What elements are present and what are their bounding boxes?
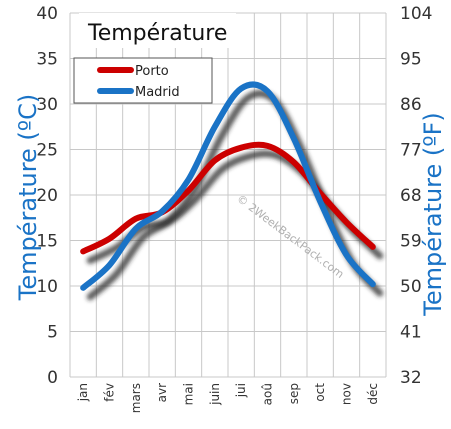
legend-label: Madrid <box>135 85 180 100</box>
x-tick-label: aoû <box>261 383 275 405</box>
left-axis-title: Température (ºC) <box>14 94 42 301</box>
x-tick-label: mai <box>182 383 196 405</box>
y-tick-label-right: 95 <box>400 50 422 70</box>
x-tick-label: nov <box>340 383 354 405</box>
x-tick-label: fév <box>103 383 117 402</box>
y-tick-label-right: 77 <box>400 141 422 161</box>
legend-box <box>73 57 213 104</box>
legend-label: Porto <box>135 64 169 79</box>
x-tick-label: avr <box>155 383 169 402</box>
y-tick-label-right: 41 <box>400 323 422 343</box>
y-tick-label-left: 5 <box>47 323 58 343</box>
series-lines <box>80 81 376 291</box>
y-tick-label-left: 25 <box>36 141 58 161</box>
y-tick-label-left: 20 <box>36 186 58 206</box>
right-axis-title: Température (ºF) <box>419 112 447 317</box>
chart-title-box: Température <box>79 13 236 48</box>
y-tick-label-right: 86 <box>400 95 422 115</box>
y-tick-label-right: 50 <box>400 277 422 297</box>
legend: Porto Madrid <box>73 57 213 104</box>
left-y-axis-ticks: 0 5 10 15 20 25 30 35 40 <box>36 4 58 388</box>
y-tick-label-left: 0 <box>47 368 58 388</box>
y-tick-label-left: 15 <box>36 232 58 252</box>
series-line-porto <box>80 141 376 255</box>
x-tick-label: jan <box>76 383 90 402</box>
y-tick-label-left: 35 <box>36 50 58 70</box>
x-tick-label: oct <box>313 383 327 402</box>
y-tick-label-left: 40 <box>36 4 58 24</box>
y-tick-label-right: 104 <box>400 4 432 24</box>
y-tick-label-right: 32 <box>400 368 422 388</box>
x-tick-label: déc <box>366 383 380 405</box>
y-tick-label-right: 59 <box>400 232 422 252</box>
x-axis-ticks: jan fév mars avr mai juin jui aoû sep oct nov déc <box>76 383 380 414</box>
series-line-madrid <box>80 81 376 291</box>
y-tick-label-left: 10 <box>36 277 58 297</box>
x-tick-label: sep <box>287 383 301 404</box>
x-tick-label: mars <box>129 383 143 413</box>
right-y-axis-ticks: 32 41 50 59 68 77 86 95 104 <box>400 4 432 388</box>
chart-title: Température <box>87 21 227 46</box>
x-tick-label: jui <box>234 383 248 398</box>
y-tick-label-left: 30 <box>36 95 58 115</box>
x-tick-label: juin <box>208 383 222 406</box>
y-tick-label-right: 68 <box>400 186 422 206</box>
